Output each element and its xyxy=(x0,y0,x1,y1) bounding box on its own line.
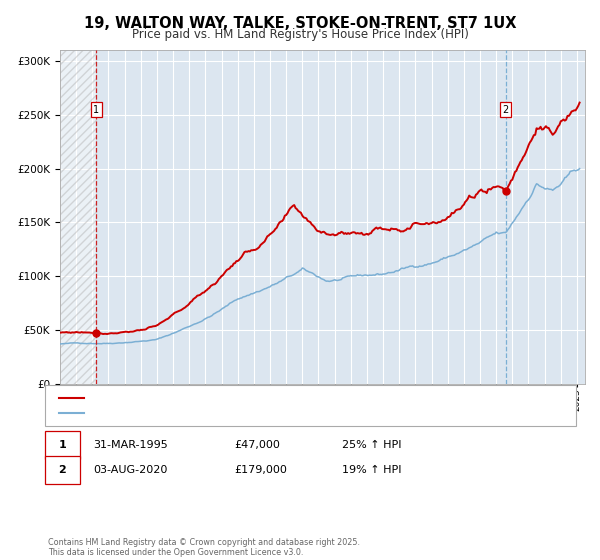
Text: 2: 2 xyxy=(59,465,66,475)
Bar xyxy=(60,50,97,384)
Text: 03-AUG-2020: 03-AUG-2020 xyxy=(93,465,167,475)
Text: 31-MAR-1995: 31-MAR-1995 xyxy=(93,440,168,450)
Text: HPI: Average price, semi-detached house, Newcastle-under-Lyme: HPI: Average price, semi-detached house,… xyxy=(90,408,409,418)
Text: 25% ↑ HPI: 25% ↑ HPI xyxy=(342,440,401,450)
Text: 1: 1 xyxy=(93,105,100,114)
Text: Contains HM Land Registry data © Crown copyright and database right 2025.
This d: Contains HM Land Registry data © Crown c… xyxy=(48,538,360,557)
Text: £47,000: £47,000 xyxy=(234,440,280,450)
Text: Price paid vs. HM Land Registry's House Price Index (HPI): Price paid vs. HM Land Registry's House … xyxy=(131,28,469,41)
Text: 19, WALTON WAY, TALKE, STOKE-ON-TRENT, ST7 1UX (semi-detached house): 19, WALTON WAY, TALKE, STOKE-ON-TRENT, S… xyxy=(90,393,464,403)
Text: £179,000: £179,000 xyxy=(234,465,287,475)
Text: 1: 1 xyxy=(59,440,66,450)
Text: 19, WALTON WAY, TALKE, STOKE-ON-TRENT, ST7 1UX: 19, WALTON WAY, TALKE, STOKE-ON-TRENT, S… xyxy=(84,16,516,31)
Text: 19% ↑ HPI: 19% ↑ HPI xyxy=(342,465,401,475)
Text: 2: 2 xyxy=(502,105,509,114)
